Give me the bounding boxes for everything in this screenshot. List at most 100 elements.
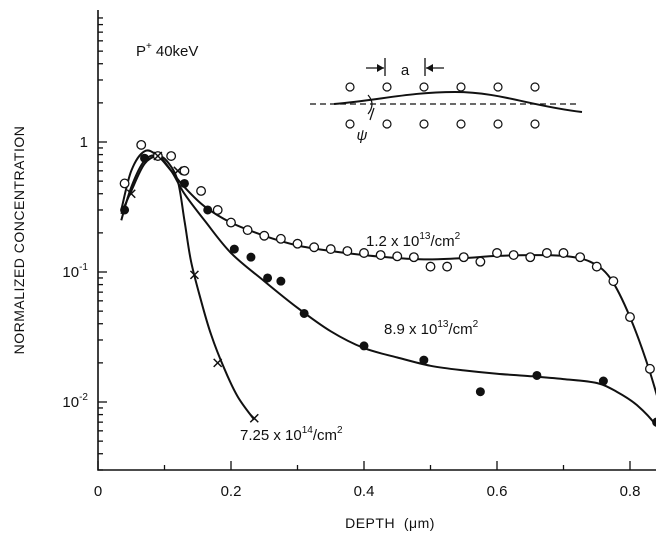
data-point-open [359, 248, 369, 258]
inset-atom [456, 119, 466, 129]
series-curve-1 [120, 149, 656, 396]
data-point-open [259, 230, 270, 241]
data-point-open [226, 217, 236, 228]
data-point-filled [179, 178, 189, 188]
inset-atom [493, 82, 503, 92]
x-axis-title: DEPTH (μm) [345, 515, 435, 531]
series-curve-2 [120, 154, 656, 428]
inset-atom [382, 119, 392, 129]
inset-atom [419, 119, 429, 129]
series-label-1: 1.2 x 1013/cm2 [366, 231, 461, 250]
data-point-open [475, 256, 486, 267]
inset-atom [530, 119, 540, 129]
y-tick-label: 10-1 [62, 262, 88, 281]
data-point-cross [189, 270, 199, 280]
data-point-open [292, 238, 303, 249]
inset-arrowhead-left [377, 64, 384, 72]
ion-energy: 40keV [156, 43, 199, 60]
data-point-open [541, 248, 552, 258]
y-tick-label: 1 [80, 134, 88, 151]
data-point-filled [359, 341, 369, 351]
data-point-open [591, 261, 602, 272]
series-label-1-unit-exp: 2 [455, 231, 461, 242]
data-point-open [492, 248, 502, 258]
data-point-open [325, 244, 336, 255]
data-point-filled [652, 417, 656, 427]
inset-atom [456, 82, 466, 92]
inset-arrowhead-right [426, 64, 433, 72]
data-point-open [196, 186, 207, 196]
data-point-open [212, 205, 223, 215]
inset-atom [419, 82, 429, 92]
data-point-open [275, 233, 286, 244]
series-label-1-base: 1.2 x 10 [366, 233, 419, 250]
inset-atom-rows [345, 82, 540, 129]
data-point-open [392, 251, 403, 262]
series-label-2-base: 8.9 x 10 [384, 321, 437, 338]
data-point-open [342, 246, 353, 256]
data-point-open [166, 151, 177, 161]
series-label-2: 8.9 x 1013/cm2 [384, 319, 479, 338]
data-point-open [625, 312, 635, 323]
data-point-cross [153, 151, 163, 161]
x-tick-label: 0 [94, 483, 102, 500]
data-point-open [458, 252, 469, 263]
inset-trajectory [333, 90, 583, 113]
y-axis-title: NORMALIZED CONCENTRATION [11, 126, 27, 355]
data-point-filled [140, 153, 150, 163]
data-point-open [525, 252, 536, 263]
data-point-open [575, 252, 586, 263]
inset-atom [530, 82, 540, 92]
data-point-open [558, 248, 569, 258]
ion-energy-annotation: P+ 40keV [136, 41, 198, 60]
inset-angle-arrow [369, 107, 375, 121]
inset-atom [382, 82, 392, 92]
channeling-inset: a ψ [310, 58, 583, 144]
data-point-open [179, 165, 190, 176]
data-point-filled [532, 370, 542, 380]
series-curve-3 [120, 154, 256, 421]
data-point-filled [475, 387, 485, 397]
y-tick-label: 10-2 [62, 392, 88, 411]
inset-angle-label: ψ [357, 127, 368, 144]
series-label-3-base: 7.25 x 10 [240, 427, 302, 444]
x-tick-label: 0.8 [620, 483, 641, 500]
data-point-filled [203, 205, 213, 215]
data-point-filled [229, 244, 239, 254]
data-point-filled [419, 355, 429, 365]
data-point-filled [598, 376, 608, 386]
data-point-filled [246, 252, 256, 262]
series-label-3-unit: /cm [313, 427, 337, 444]
series-label-1-exp: 13 [419, 231, 431, 242]
data-point-cross [249, 413, 259, 423]
inset-spacing-label: a [401, 62, 410, 79]
series-label-3-unit-exp: 2 [337, 425, 343, 436]
data-point-filled [263, 273, 273, 283]
series-label-2-unit: /cm [449, 321, 473, 338]
inset-angle-arc [367, 94, 373, 115]
data-point-cross [126, 189, 136, 199]
data-point-filled [299, 308, 309, 318]
series-label-3-exp: 14 [302, 425, 314, 436]
data-point-open [242, 225, 253, 236]
series-label-1-unit: /cm [431, 233, 455, 250]
data-point-filled [120, 205, 130, 215]
fitted-curves [120, 149, 656, 428]
data-point-open [408, 252, 419, 263]
data-point-cross [213, 358, 223, 368]
x-tick-label: 0.6 [487, 483, 508, 500]
x-tick-label: 0.4 [354, 483, 375, 500]
x-axis-ticks: 0 0.2 0.4 0.6 0.8 [94, 461, 641, 500]
data-point-open [425, 261, 436, 272]
series-label-2-exp: 13 [437, 319, 449, 330]
data-point-open [309, 242, 320, 253]
inset-atom [345, 119, 355, 129]
inset-atom [493, 119, 503, 129]
data-point-open [442, 261, 453, 272]
series-label-2-unit-exp: 2 [473, 319, 479, 330]
data-point-filled [276, 276, 286, 286]
ion-label: P [136, 43, 146, 60]
series-label-3: 7.25 x 1014/cm2 [240, 425, 343, 444]
inset-atom [345, 82, 355, 92]
